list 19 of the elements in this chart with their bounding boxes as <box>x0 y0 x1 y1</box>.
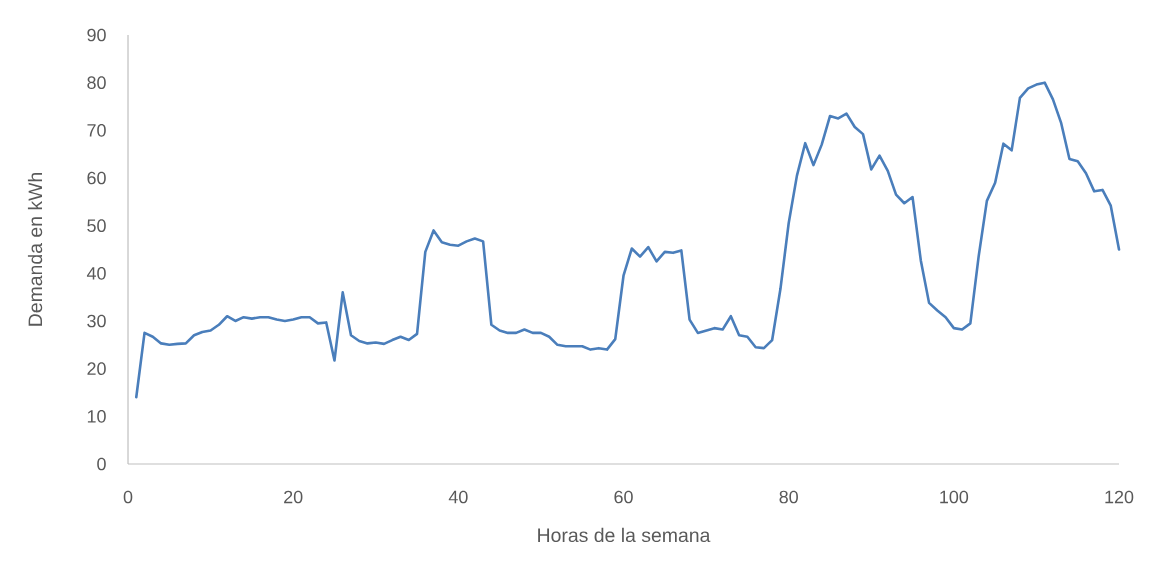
x-tick-label: 0 <box>123 490 133 504</box>
x-tick-label: 20 <box>284 490 303 504</box>
y-tick-label: 70 <box>87 123 106 137</box>
y-tick-label: 80 <box>87 76 106 90</box>
x-tick-label: 40 <box>448 490 468 504</box>
x-tick-label: 60 <box>614 490 633 504</box>
y-tick-label: 40 <box>86 266 106 280</box>
x-tick-label: 80 <box>779 490 798 504</box>
y-tick-label: 0 <box>97 457 106 471</box>
y-axis-title: Demanda en kWh <box>27 173 43 326</box>
x-axis-title: Horas de la semana <box>538 527 711 543</box>
x-tick-label: 100 <box>940 490 969 504</box>
y-tick-label: 50 <box>87 219 106 232</box>
y-tick-label: 10 <box>87 409 106 423</box>
y-tick-label: 90 <box>87 28 106 42</box>
x-tick-label: 120 <box>1105 490 1134 504</box>
y-tick-label: 30 <box>87 314 106 328</box>
y-tick-label: 60 <box>87 171 106 185</box>
y-tick-label: 20 <box>87 362 106 375</box>
